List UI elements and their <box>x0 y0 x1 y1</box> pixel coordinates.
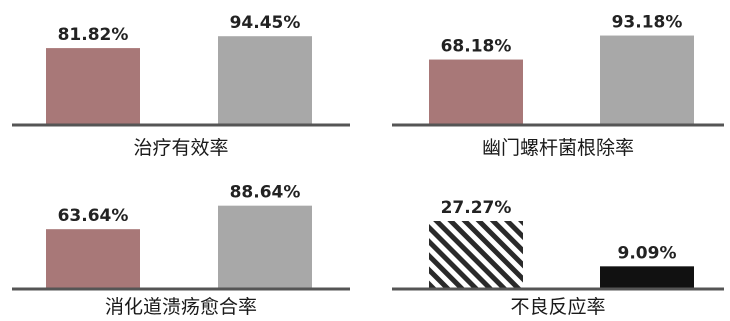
chart-panel-2: 68.18% 93.18% 幽门螺杆菌根除率 <box>392 13 724 159</box>
x-axis-label-4: 不良反应率 <box>510 296 605 318</box>
bar-3-2 <box>218 205 312 289</box>
x-axis-label-1: 治疗有效率 <box>133 137 228 159</box>
value-label-2-2: 93.18% <box>612 13 683 33</box>
x-axis-label-2: 幽门螺杆菌根除率 <box>482 137 634 159</box>
value-label-4-2: 9.09% <box>618 243 677 263</box>
chart-panel-3: 63.64% 88.64% 消化道溃疡愈合率 <box>12 183 350 318</box>
value-label-3-2: 88.64% <box>230 183 301 203</box>
x-axis-label-3: 消化道溃疡愈合率 <box>105 296 257 318</box>
value-label-1-1: 81.82% <box>58 25 129 45</box>
bar-3-1 <box>46 229 140 289</box>
bar-4-2 <box>600 266 694 289</box>
value-label-3-1: 63.64% <box>58 206 129 226</box>
bar-1-2 <box>218 36 312 126</box>
value-label-2-1: 68.18% <box>441 37 512 57</box>
bar-2-2 <box>600 35 694 126</box>
value-label-4-1: 27.27% <box>441 198 512 218</box>
chart-panel-4: 27.27% 9.09% 不良反应率 <box>392 198 724 318</box>
chart-panel-1: 81.82% 94.45% 治疗有效率 <box>12 13 350 159</box>
value-label-1-2: 94.45% <box>230 13 301 33</box>
bar-4-1 <box>429 221 523 289</box>
bar-1-1 <box>46 48 140 125</box>
bar-2-1 <box>429 59 523 126</box>
